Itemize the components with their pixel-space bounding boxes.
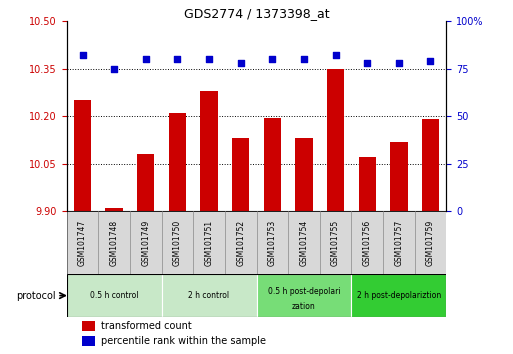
- Text: GSM101755: GSM101755: [331, 220, 340, 266]
- Text: GSM101747: GSM101747: [78, 220, 87, 266]
- Point: [205, 56, 213, 62]
- Bar: [74, 101, 91, 211]
- Point: [173, 56, 182, 62]
- Text: GSM101759: GSM101759: [426, 220, 435, 266]
- Point: [236, 60, 245, 66]
- Text: 0.5 h post-depolari: 0.5 h post-depolari: [268, 287, 340, 296]
- Point: [331, 53, 340, 58]
- Text: 2 h control: 2 h control: [188, 291, 230, 300]
- Bar: [264, 118, 281, 211]
- Text: 0.5 h control: 0.5 h control: [90, 291, 139, 300]
- Point: [110, 66, 118, 72]
- Text: GSM101753: GSM101753: [268, 220, 277, 266]
- Text: GSM101748: GSM101748: [110, 220, 119, 266]
- Bar: [295, 138, 312, 211]
- Text: protocol: protocol: [16, 291, 55, 301]
- Bar: [137, 154, 154, 211]
- Bar: [232, 138, 249, 211]
- Bar: [162, 274, 256, 317]
- Title: GDS2774 / 1373398_at: GDS2774 / 1373398_at: [184, 7, 329, 20]
- Bar: [201, 91, 218, 211]
- Point: [426, 58, 435, 64]
- Bar: [169, 113, 186, 211]
- Text: GSM101754: GSM101754: [300, 220, 308, 266]
- Point: [78, 53, 87, 58]
- Text: 2 h post-depolariztion: 2 h post-depolariztion: [357, 291, 441, 300]
- Bar: [82, 321, 95, 331]
- Text: percentile rank within the sample: percentile rank within the sample: [101, 336, 266, 346]
- Text: zation: zation: [292, 302, 316, 311]
- Text: transformed count: transformed count: [101, 321, 192, 331]
- Point: [363, 60, 371, 66]
- Point: [268, 56, 277, 62]
- Bar: [390, 142, 407, 211]
- Text: GSM101757: GSM101757: [394, 220, 403, 266]
- Bar: [422, 119, 439, 211]
- Bar: [82, 336, 95, 347]
- Bar: [327, 69, 344, 211]
- Point: [300, 56, 308, 62]
- Point: [394, 60, 403, 66]
- Text: GSM101756: GSM101756: [363, 220, 372, 266]
- Bar: [106, 208, 123, 211]
- Bar: [351, 274, 446, 317]
- Bar: [256, 274, 351, 317]
- Text: GSM101749: GSM101749: [141, 220, 150, 266]
- Text: GSM101750: GSM101750: [173, 220, 182, 266]
- Text: GSM101752: GSM101752: [236, 220, 245, 266]
- Bar: [359, 158, 376, 211]
- Text: GSM101751: GSM101751: [205, 220, 213, 266]
- Point: [142, 56, 150, 62]
- Bar: [67, 274, 162, 317]
